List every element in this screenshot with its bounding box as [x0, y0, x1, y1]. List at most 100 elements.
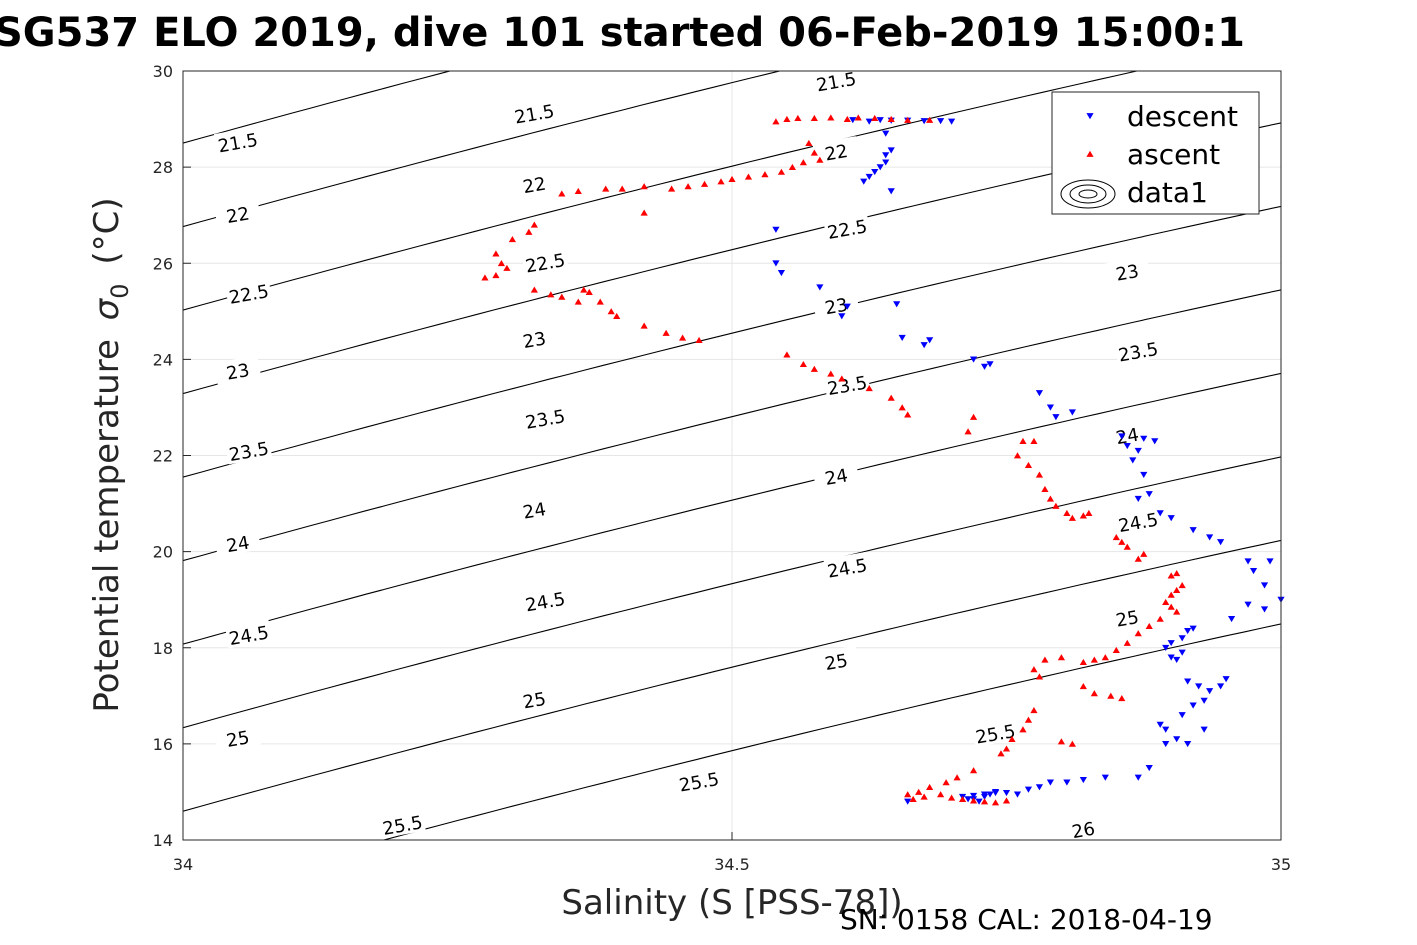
ascent-point-4	[827, 114, 835, 121]
descent-point-23	[893, 301, 901, 308]
descent-point-37	[1140, 435, 1148, 442]
contour-label-21: 24.5	[224, 619, 273, 650]
contour-label-7: 22.5	[521, 246, 569, 278]
contour-label-text-25: 25	[225, 727, 251, 752]
ascent-point-26	[602, 185, 610, 192]
contour-label-text-10: 23	[521, 328, 547, 353]
ascent-point-104	[1024, 716, 1033, 723]
ascent-point-1	[783, 115, 791, 122]
descent-point-30	[1035, 390, 1044, 397]
descent-point-72	[1156, 721, 1164, 728]
descent-point-8	[882, 130, 890, 137]
contour-label-0: 21.5	[213, 126, 262, 157]
ascent-point-27	[574, 187, 582, 195]
descent-point-28	[980, 363, 989, 370]
ascent-point-100	[1090, 690, 1098, 697]
contour-label-10: 23	[510, 323, 558, 353]
ascent-point-48	[662, 329, 670, 336]
ascent-point-56	[865, 384, 873, 392]
contour-label-text-27: 25	[823, 650, 849, 675]
ascent-point-28	[558, 190, 566, 197]
ascent-point-86	[1173, 608, 1181, 615]
descent-point-2	[876, 117, 884, 124]
ascent-point-38	[530, 286, 538, 293]
ascent-point-83	[1167, 591, 1175, 598]
ascent-point-115	[915, 788, 923, 795]
ascent-point-61	[964, 428, 972, 435]
contour-label-text-17: 24	[225, 533, 251, 558]
ascent-point-65	[1024, 461, 1033, 468]
ascent-point-125	[1002, 797, 1011, 804]
legend-descent-marker	[1086, 113, 1094, 120]
ascent-point-91	[1112, 646, 1120, 654]
descent-point-0	[849, 117, 857, 124]
ascent-point-81	[1178, 582, 1186, 589]
contour-line-24	[183, 289, 1281, 562]
ascent-point-41	[574, 298, 582, 305]
ascent-point-93	[1090, 656, 1098, 663]
contour-label-3: 22	[213, 198, 262, 228]
descent-point-39	[1129, 457, 1137, 464]
ascent-point-51	[783, 351, 791, 358]
ascent-point-66	[1035, 471, 1044, 478]
descent-point-6	[937, 118, 945, 125]
descent-point-66	[1206, 688, 1214, 695]
descent-point-59	[1189, 625, 1197, 632]
descent-point-14	[865, 173, 873, 180]
ascent-point-6	[854, 114, 862, 121]
ascent-point-72	[1079, 512, 1087, 519]
descent-point-51	[1260, 582, 1269, 589]
ascent-point-2	[794, 114, 802, 121]
ascent-point-64	[1013, 452, 1022, 459]
descent-point-76	[1200, 726, 1208, 733]
descent-point-32	[1052, 414, 1060, 421]
ascent-point-20	[717, 178, 725, 185]
descent-point-7	[948, 118, 956, 125]
descent-point-47	[1217, 539, 1225, 546]
ascent-point-60	[969, 413, 978, 420]
y-tick-label-8: 30	[153, 62, 173, 81]
descent-point-15	[860, 178, 868, 185]
ascent-point-71	[1068, 514, 1076, 521]
contour-label-text-11: 23	[823, 295, 849, 320]
ascent-point-123	[980, 798, 989, 805]
legend-descent-label: descent	[1127, 100, 1238, 133]
descent-point-12	[876, 164, 884, 171]
y-axis-label-unit: (°C)	[87, 197, 127, 264]
ascent-point-78	[1140, 550, 1148, 557]
descent-point-40	[1140, 471, 1148, 478]
ascent-point-12	[810, 149, 818, 156]
x-tick-label-0: 34	[173, 855, 193, 874]
ascent-point-119	[937, 791, 945, 798]
descent-point-29	[986, 361, 994, 368]
ascent-point-14	[799, 159, 807, 166]
ascent-point-8	[887, 115, 895, 122]
ascent-point-21	[700, 180, 709, 187]
descent-point-41	[1134, 495, 1142, 502]
contour-label-text-4: 22	[521, 174, 547, 199]
ascent-point-29	[640, 209, 648, 216]
descent-point-64	[1184, 678, 1192, 685]
ascent-point-101	[1107, 692, 1115, 699]
ascent-point-98	[1035, 673, 1044, 680]
ascent-point-73	[1085, 509, 1093, 517]
contour-label-11: 23	[812, 289, 860, 320]
ascent-point-62	[1019, 437, 1027, 444]
ascent-point-17	[761, 171, 769, 178]
ascent-point-36	[492, 272, 500, 279]
descent-point-21	[843, 303, 851, 310]
contour-line-22.5	[183, 71, 1140, 311]
contour-label-text-9: 23	[225, 360, 251, 385]
ascent-point-3	[810, 114, 818, 121]
descent-point-85	[1024, 786, 1033, 793]
x-tick-label-2: 35	[1271, 855, 1291, 874]
ascent-point-79	[1167, 572, 1175, 579]
contour-label-27: 25	[812, 645, 860, 675]
ascent-point-37	[481, 274, 489, 281]
y-tick-label-4: 22	[153, 447, 173, 466]
ascent-point-7	[871, 114, 879, 121]
descent-point-61	[1167, 654, 1175, 661]
contour-label-25: 25	[213, 722, 262, 752]
ascent-point-43	[585, 288, 593, 295]
contour-label-1: 21.5	[510, 97, 558, 129]
